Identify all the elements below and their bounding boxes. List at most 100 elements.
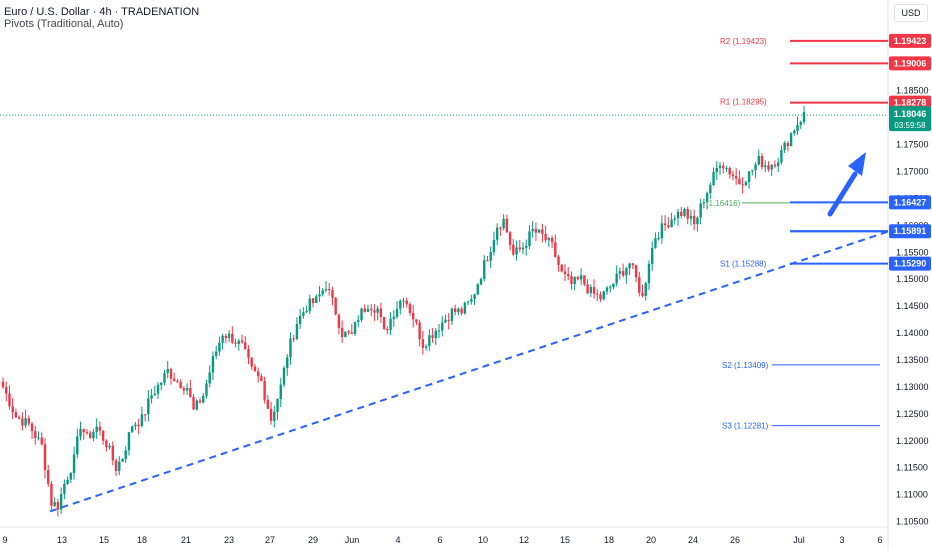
candle-body <box>670 219 673 228</box>
candle-body <box>486 260 489 262</box>
candle-body <box>579 275 583 280</box>
candle-body <box>279 384 282 399</box>
candle-body <box>376 308 379 313</box>
price-tick-label: 1.15000 <box>896 274 929 284</box>
candle-body <box>734 176 738 179</box>
candle-body <box>305 310 308 313</box>
candle-body <box>408 304 412 313</box>
candle-body <box>30 423 34 432</box>
countdown-timer: 03:59:58 <box>894 121 926 130</box>
candle-body <box>189 387 192 397</box>
candle-body <box>725 168 728 170</box>
candle-body <box>276 398 279 412</box>
candle-body <box>118 461 121 471</box>
candle-body <box>618 271 622 274</box>
candle-body <box>11 406 14 413</box>
candle-body <box>534 228 538 233</box>
level-price-tag[interactable] <box>889 195 931 210</box>
price-tick-label: 1.14500 <box>896 301 929 311</box>
time-tick-label: 13 <box>57 535 67 545</box>
currency-button[interactable]: USD <box>894 4 928 22</box>
candle-body <box>331 290 334 298</box>
candle-body <box>780 149 783 163</box>
candle-body <box>631 263 635 266</box>
time-axis[interactable]: 9 13 15 18 21 23 27 29 Jun 4 6 10 12 15 18 20 24 26 Jul 3 6 <box>2 535 882 545</box>
level-price-tag[interactable] <box>889 224 931 239</box>
level-price-tag[interactable] <box>889 256 931 271</box>
candle-body <box>250 357 253 367</box>
candle-body <box>247 349 250 358</box>
candle-body <box>518 247 521 250</box>
candle-body <box>460 308 463 314</box>
price-axis[interactable]: 1.185001.180001.175001.170001.165001.160… <box>889 33 931 527</box>
indicator-label[interactable]: Pivots (Traditional, Auto) <box>4 18 124 30</box>
time-tick-label: 3 <box>839 535 844 545</box>
candle-body <box>237 340 240 344</box>
level-price-tag[interactable] <box>889 56 931 71</box>
time-tick-label: 26 <box>730 535 740 545</box>
candle-body <box>392 316 396 319</box>
candle-body <box>179 382 182 389</box>
time-tick-label: 23 <box>224 535 234 545</box>
candle-body <box>318 294 321 297</box>
candle-body <box>415 319 418 323</box>
bullish-arrow-shaft <box>827 171 858 217</box>
candle-body <box>437 330 441 332</box>
level-price-tag[interactable] <box>889 33 931 48</box>
candle-body <box>705 193 709 203</box>
candle-body <box>292 338 295 340</box>
candle-body <box>182 388 186 391</box>
candle-body <box>69 473 73 480</box>
time-tick-label: 29 <box>308 535 318 545</box>
candle-body <box>198 400 202 403</box>
candle-body <box>657 238 660 240</box>
candle-body <box>337 314 341 328</box>
candle-body <box>95 426 98 432</box>
candle-body <box>573 276 576 285</box>
candle-body <box>5 387 8 394</box>
candle-body <box>418 322 421 340</box>
candle-body <box>773 164 777 167</box>
candle-body <box>114 460 118 471</box>
candle-body <box>221 335 224 343</box>
candle-body <box>311 298 315 304</box>
current-price-tag[interactable] <box>889 106 931 132</box>
candle-body <box>92 431 95 439</box>
candle-body <box>663 223 667 226</box>
candle-body <box>363 308 366 312</box>
candle-body <box>289 338 292 358</box>
candle-body <box>169 368 173 379</box>
candle-body <box>185 387 189 391</box>
arrow-layer <box>827 152 866 217</box>
candle-body <box>605 287 609 292</box>
candle-body <box>24 418 27 426</box>
candle-body <box>357 320 360 322</box>
time-tick-label: Jul <box>793 535 805 545</box>
price-tick-label: 1.13500 <box>896 355 929 365</box>
candle-body <box>37 437 40 439</box>
candle-body <box>586 284 589 294</box>
candle-body <box>702 202 706 204</box>
candle-body <box>244 342 247 350</box>
candle-body <box>386 328 389 331</box>
candle-body <box>470 299 473 302</box>
candle-body <box>137 424 140 427</box>
symbol-title[interactable]: Euro / U.S. Dollar · 4h · TRADENATION <box>4 6 200 18</box>
level-lines: R2 (1.19423) R1 (1.18295) (1.16416) S1 (1.1… <box>0 37 888 431</box>
candle-body <box>489 251 492 261</box>
candle-body <box>211 355 215 373</box>
candle-body <box>525 245 528 248</box>
level-price-tag-text: 1.18278 <box>894 98 927 108</box>
candle-body <box>105 440 108 448</box>
candle-body <box>554 242 557 257</box>
candle-body <box>205 383 208 396</box>
candle-body <box>224 335 228 338</box>
candle-body <box>686 209 689 219</box>
bullish-arrow-head <box>848 152 866 176</box>
candle-body <box>625 268 628 276</box>
candle-body <box>699 203 702 218</box>
candle-body <box>411 312 415 320</box>
candle-body <box>240 340 244 343</box>
time-tick-label: 18 <box>137 535 147 545</box>
